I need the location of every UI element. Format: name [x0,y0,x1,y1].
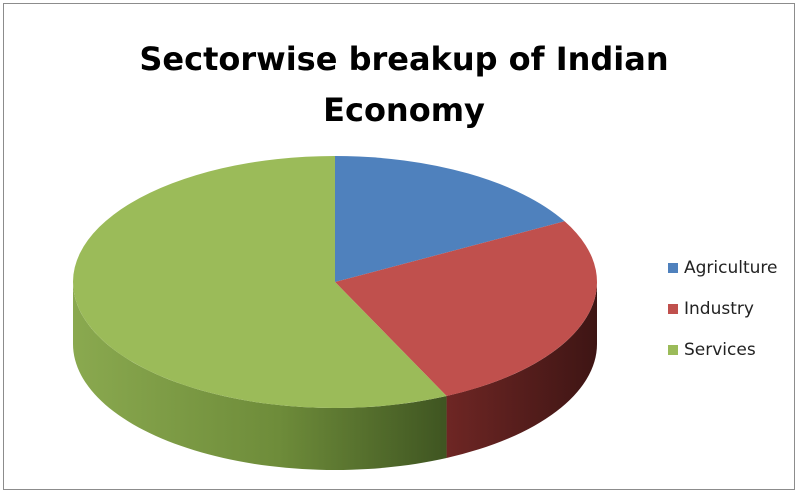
legend-label-agriculture: Agriculture [684,258,778,278]
legend-swatch-agriculture [668,263,678,273]
pie-side-industry [446,282,597,459]
pie-side-services [73,282,447,470]
pie-sides [73,282,597,470]
legend-label-industry: Industry [684,299,754,319]
legend-swatch-services [668,345,678,355]
legend-item-services: Services [668,340,778,360]
legend-label-services: Services [684,340,756,360]
legend-item-agriculture: Agriculture [668,258,778,278]
pie-slice-industry [335,221,597,397]
legend: Agriculture Industry Services [668,258,778,381]
chart-title-line-2: Economy [323,91,485,129]
pie-slice-services [72,156,447,408]
legend-swatch-industry [668,304,678,314]
legend-item-industry: Industry [668,299,778,319]
pie-slice-agriculture [335,156,565,282]
pie-tops [72,156,597,408]
chart-title-line-1: Sectorwise breakup of Indian [139,40,669,78]
chart-title: Sectorwise breakup of Indian Economy [0,34,800,136]
